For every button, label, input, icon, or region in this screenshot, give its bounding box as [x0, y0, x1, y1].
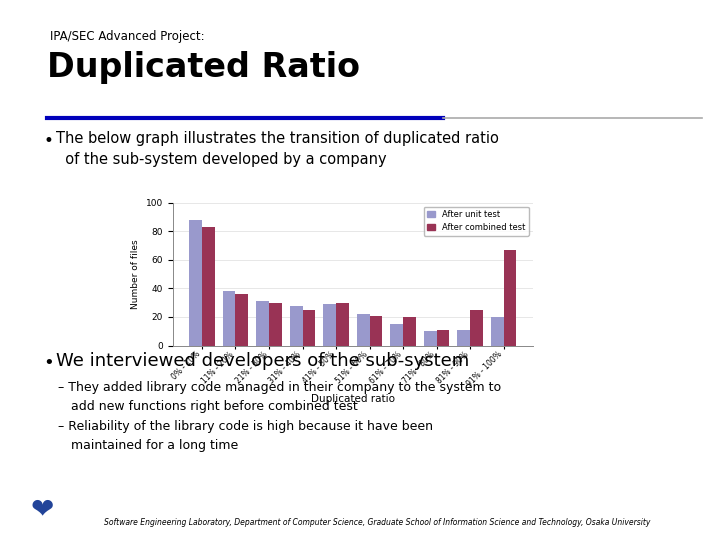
- Bar: [235, 294, 248, 346]
- Text: maintained for a long time: maintained for a long time: [71, 439, 238, 452]
- Bar: [470, 310, 483, 346]
- Bar: [202, 227, 215, 346]
- Bar: [424, 331, 436, 346]
- Bar: [269, 302, 282, 346]
- Bar: [457, 330, 470, 346]
- X-axis label: Duplicated ratio: Duplicated ratio: [311, 394, 395, 404]
- Bar: [289, 306, 302, 346]
- Bar: [491, 317, 504, 346]
- Bar: [302, 310, 315, 346]
- Text: ❤: ❤: [30, 496, 53, 524]
- Bar: [222, 291, 235, 346]
- Legend: After unit test, After combined test: After unit test, After combined test: [423, 207, 528, 235]
- Bar: [390, 324, 403, 346]
- Text: – Reliability of the library code is high because it have been: – Reliability of the library code is hig…: [58, 420, 433, 433]
- Text: The below graph illustrates the transition of duplicated ratio: The below graph illustrates the transiti…: [56, 131, 499, 146]
- Text: IPA/SEC Advanced Project:: IPA/SEC Advanced Project:: [50, 30, 205, 43]
- Bar: [504, 249, 516, 346]
- Bar: [189, 220, 202, 346]
- Text: add new functions right before combined test: add new functions right before combined …: [71, 400, 357, 413]
- Bar: [357, 314, 369, 346]
- Bar: [336, 302, 348, 346]
- Bar: [256, 301, 269, 346]
- Bar: [369, 315, 382, 346]
- Text: of the sub-system developed by a company: of the sub-system developed by a company: [56, 152, 387, 167]
- Text: Software Engineering Laboratory, Department of Computer Science, Graduate School: Software Engineering Laboratory, Departm…: [104, 518, 651, 528]
- Text: •: •: [43, 132, 53, 150]
- Bar: [403, 317, 416, 346]
- Text: We interviewed developers of the sub-system: We interviewed developers of the sub-sys…: [56, 352, 469, 370]
- Bar: [323, 304, 336, 346]
- Y-axis label: Number of files: Number of files: [131, 239, 140, 309]
- Text: Duplicated Ratio: Duplicated Ratio: [47, 51, 360, 84]
- Bar: [436, 330, 449, 346]
- Text: •: •: [43, 354, 54, 372]
- Text: – They added library code managed in their company to the system to: – They added library code managed in the…: [58, 381, 500, 394]
